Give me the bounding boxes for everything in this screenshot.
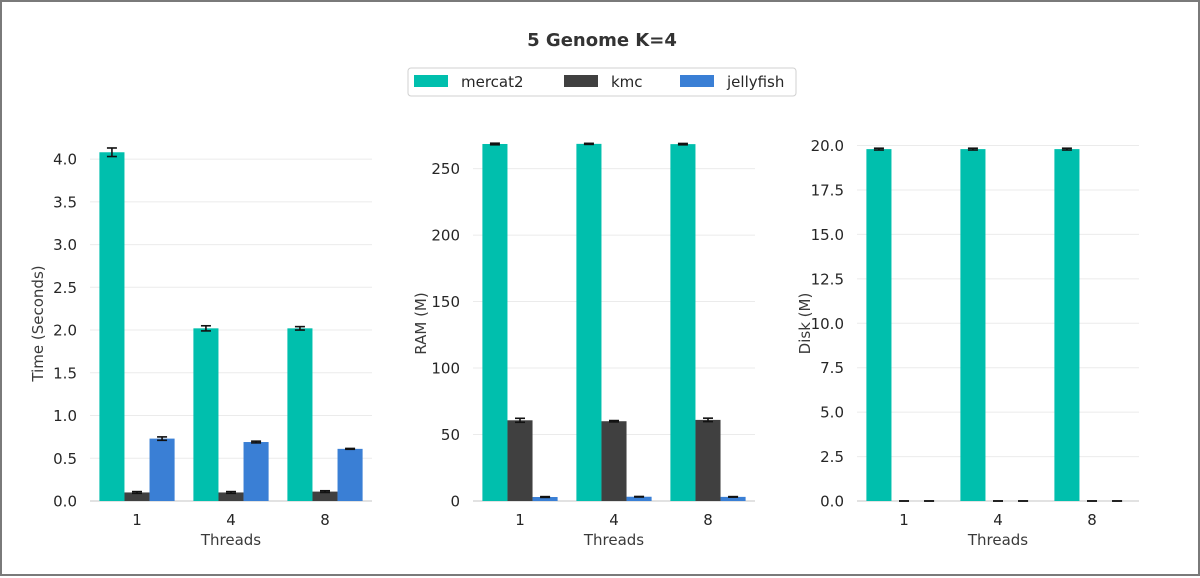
- bar-jellyfish-1: [149, 438, 175, 501]
- x-axis-label: Threads: [967, 531, 1028, 549]
- chart-panels: 0.0 0.5 1.0 1.5 2.0 2.5 3.0 3.5 4.0 1 4 8 Threads Tim…: [29, 137, 1139, 549]
- panel-3: 0.0 2.5 5.0 7.5 10.0 12.5 15.0 17.5 20.0 1 4 8 Threa…: [796, 137, 1139, 549]
- x-tick-label: 1: [899, 511, 909, 529]
- y-axis-label: RAM (M): [412, 292, 430, 354]
- bar-mercat2-1: [482, 143, 508, 501]
- y-tick-label: 3.5: [53, 193, 77, 211]
- error-bar-mercat2-4: [200, 324, 211, 332]
- y-tick-label: 10.0: [811, 315, 844, 333]
- x-axis-label: Threads: [200, 531, 261, 549]
- bar-mercat2-8: [670, 144, 696, 501]
- legend-entry-kmc: kmc: [564, 73, 643, 91]
- y-tick-label: 0.0: [820, 493, 844, 511]
- x-tick-label: 8: [703, 511, 713, 529]
- y-axis-label: Disk (M): [796, 293, 814, 355]
- bar-mercat2-8: [1054, 149, 1080, 501]
- bar-mercat2-4: [193, 328, 219, 501]
- error-bar-mercat2-8: [1061, 147, 1072, 151]
- y-tick-label: 250: [431, 160, 460, 178]
- bar-mercat2-1: [99, 152, 125, 501]
- y-tick-label: 7.5: [820, 359, 844, 377]
- error-bar-jellyfish-4: [251, 440, 262, 444]
- x-tick-label: 1: [515, 511, 525, 529]
- y-tick-label: 2.5: [820, 448, 844, 466]
- y-tick-label: 5.0: [820, 404, 844, 422]
- x-tick-label: 4: [993, 511, 1003, 529]
- y-tick-label: 2.5: [53, 279, 77, 297]
- error-bar-jellyfish-1: [157, 436, 168, 442]
- y-tick-label: 150: [431, 293, 460, 311]
- legend-swatch: [414, 75, 448, 87]
- y-tick-label: 0.0: [53, 493, 77, 511]
- bar-kmc-1: [507, 420, 533, 501]
- bar-kmc-4: [601, 421, 627, 501]
- error-bar-kmc-8: [703, 417, 713, 423]
- error-bar-jellyfish-4: [634, 495, 645, 498]
- error-bar-mercat2-1: [106, 147, 117, 158]
- y-tick-label: 2.0: [53, 322, 77, 340]
- error-bar-kmc-4: [609, 419, 619, 423]
- y-tick-label: 1.0: [53, 407, 77, 425]
- bar-jellyfish-4: [626, 496, 652, 501]
- x-tick-label: 8: [1087, 511, 1097, 529]
- y-tick-label: 12.5: [811, 270, 844, 288]
- bar-kmc-8: [695, 419, 721, 501]
- error-bar-mercat2-4: [583, 142, 594, 146]
- error-bar-mercat2-1: [489, 142, 500, 146]
- bar-mercat2-8: [287, 328, 313, 501]
- y-tick-label: 0.5: [53, 450, 77, 468]
- bar-jellyfish-8: [720, 496, 746, 501]
- x-tick-label: 4: [609, 511, 619, 529]
- y-tick-label: 100: [431, 360, 460, 378]
- legend-entry-jellyfish: jellyfish: [680, 73, 784, 91]
- error-bar-kmc-1: [132, 490, 142, 495]
- legend: mercat2 kmc jellyfish: [407, 67, 797, 97]
- legend-swatch: [564, 75, 598, 87]
- bar-mercat2-4: [576, 143, 602, 501]
- error-bar-mercat2-4: [967, 147, 978, 151]
- bar-jellyfish-1: [532, 497, 558, 501]
- y-tick-label: 20.0: [811, 137, 844, 155]
- error-bar-mercat2-1: [873, 147, 884, 151]
- error-bar-kmc-8: [320, 489, 330, 494]
- panel-1: 0.0 0.5 1.0 1.5 2.0 2.5 3.0 3.5 4.0 1 4 8 Threads Tim…: [29, 147, 372, 549]
- legend-label: kmc: [611, 73, 643, 91]
- error-bar-kmc-1: [515, 417, 525, 424]
- error-bar-mercat2-8: [294, 325, 305, 331]
- x-tick-label: 8: [320, 511, 330, 529]
- error-bar-jellyfish-8: [728, 495, 739, 498]
- y-tick-label: 17.5: [811, 181, 844, 199]
- error-bar-jellyfish-8: [345, 447, 356, 451]
- bar-mercat2-1: [866, 149, 892, 501]
- bar-mercat2-4: [960, 149, 986, 501]
- legend-label: jellyfish: [726, 73, 784, 91]
- y-tick-label: 1.5: [53, 364, 77, 382]
- y-tick-label: 200: [431, 227, 460, 245]
- x-tick-label: 1: [132, 511, 142, 529]
- bar-jellyfish-8: [337, 448, 363, 501]
- bar-kmc-8: [312, 491, 338, 501]
- error-bar-jellyfish-1: [540, 495, 551, 499]
- x-tick-label: 4: [226, 511, 236, 529]
- error-bar-kmc-4: [226, 490, 236, 495]
- x-axis-label: Threads: [583, 531, 644, 549]
- y-tick-label: 0: [450, 493, 460, 511]
- bar-kmc-1: [124, 492, 150, 501]
- y-tick-label: 50: [441, 426, 460, 444]
- y-axis-label: Time (Seconds): [29, 265, 47, 382]
- error-bar-mercat2-8: [677, 142, 688, 146]
- legend-swatch: [680, 75, 714, 87]
- bar-kmc-4: [218, 492, 244, 501]
- legend-entry-mercat2: mercat2: [414, 73, 524, 91]
- panel-2: 0 50 100 150 200 250 1 4 8 Threads RAM (M): [412, 142, 755, 549]
- y-tick-label: 4.0: [53, 151, 77, 169]
- y-tick-label: 3.0: [53, 236, 77, 254]
- figure-title: 5 Genome K=4: [527, 30, 677, 51]
- legend-label: mercat2: [461, 73, 524, 91]
- bar-jellyfish-4: [243, 442, 269, 501]
- y-tick-label: 15.0: [811, 226, 844, 244]
